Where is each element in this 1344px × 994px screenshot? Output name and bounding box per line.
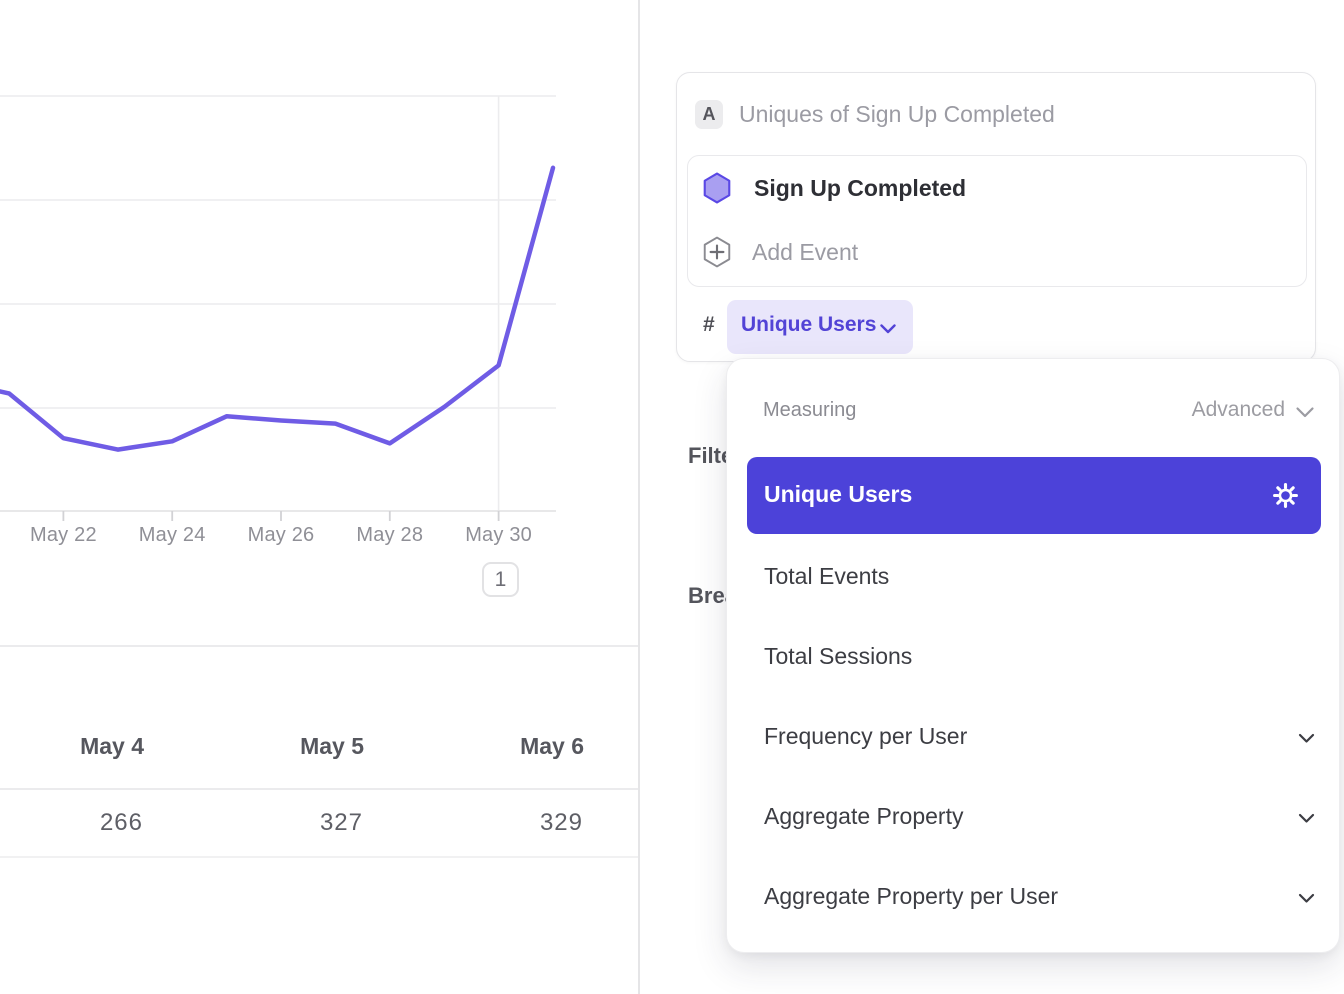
chevron-down-icon: [1298, 731, 1315, 749]
event-name: Sign Up Completed: [754, 175, 967, 201]
menu-item-total-sessions[interactable]: Total Sessions: [727, 617, 1341, 697]
measuring-header-row: Measuring Advanced: [763, 392, 1315, 432]
x-axis-label: May 30: [465, 524, 532, 546]
table-header-cell[interactable]: May 6: [520, 733, 584, 759]
chevron-down-icon: [1298, 811, 1315, 829]
query-builder-panel: A Uniques of Sign Up Completed Sign Up C…: [640, 0, 1344, 994]
x-axis-label: May 24: [138, 524, 206, 546]
event-card: Sign Up Completed Add Event: [687, 155, 1307, 287]
menu-item-label: Total Sessions: [764, 643, 913, 669]
metric-query-card: A Uniques of Sign Up Completed Sign Up C…: [676, 72, 1316, 362]
x-axis-label: May 22: [29, 524, 97, 546]
table-header-divider: [0, 788, 639, 790]
x-axis-ticks: [62, 511, 500, 521]
menu-item-label: Unique Users: [764, 481, 913, 507]
menu-item-total-events[interactable]: Total Events: [727, 537, 1341, 617]
chevron-down-icon: [1298, 891, 1315, 909]
trend-line: [0, 165, 556, 452]
query-title: Uniques of Sign Up Completed: [739, 101, 1055, 127]
table-value-cell: 266: [99, 809, 143, 836]
x-axis-label: May 28: [356, 524, 424, 546]
metric-hash-symbol: #: [703, 313, 715, 336]
series-letter-badge: A: [695, 100, 723, 129]
chevron-down-icon[interactable]: [1295, 406, 1315, 424]
measuring-mode-toggle[interactable]: Advanced: [1191, 398, 1285, 421]
event-row[interactable]: Sign Up Completed: [688, 172, 1306, 206]
metric-selector-chip[interactable]: Unique Users: [727, 300, 913, 354]
measuring-label: Measuring: [763, 399, 857, 421]
menu-item-label: Total Events: [764, 563, 890, 589]
table-top-border: [0, 645, 639, 647]
chart-panel: May 22 May 24 May 26 May 28 May 30 1 May…: [0, 0, 639, 994]
menu-item-aggregate-property[interactable]: Aggregate Property: [727, 777, 1341, 857]
x-axis-label: May 26: [247, 524, 315, 546]
gear-icon[interactable]: [1272, 482, 1299, 514]
panel-divider: [638, 0, 640, 994]
event-hexagon-icon: [702, 172, 732, 209]
menu-item-aggregate-property-per-user[interactable]: Aggregate Property per User: [727, 857, 1341, 937]
table-header-cell[interactable]: May 4: [80, 733, 144, 759]
menu-item-label: Aggregate Property: [764, 803, 964, 829]
line-chart: [0, 95, 556, 521]
menu-item-label: Aggregate Property per User: [764, 883, 1059, 909]
menu-item-label: Frequency per User: [764, 723, 968, 749]
annotation-marker[interactable]: 1: [482, 562, 519, 597]
add-event-icon: [702, 236, 732, 273]
menu-item-frequency-per-user[interactable]: Frequency per User: [727, 697, 1341, 777]
chevron-down-icon: [879, 322, 897, 340]
table-header-cell[interactable]: May 5: [300, 733, 364, 759]
table-value-cell: 327: [319, 809, 363, 836]
menu-item-unique-users[interactable]: Unique Users: [747, 457, 1321, 534]
table-row-divider: [0, 856, 639, 858]
add-event-button[interactable]: Add Event: [688, 236, 1306, 270]
measuring-dropdown-menu: Measuring Advanced Unique Users: [726, 358, 1340, 953]
chart-gridlines: [0, 95, 556, 511]
add-event-label: Add Event: [752, 239, 859, 265]
metric-chip-label: Unique Users: [741, 313, 877, 336]
table-value-cell: 329: [539, 809, 583, 836]
